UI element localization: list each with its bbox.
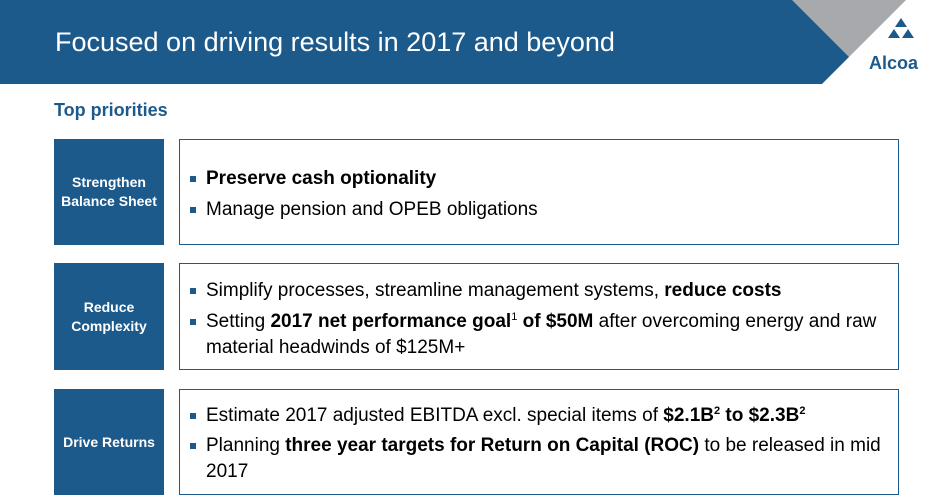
bullet-text: Estimate 2017 adjusted EBITDA excl. spec… (206, 403, 886, 429)
bullet-item: Planning three year targets for Return o… (190, 433, 881, 485)
text-run: Simplify processes, streamline managemen… (206, 280, 665, 301)
text-run: to be released in mid 2017 (206, 435, 881, 482)
priority-label-strengthen: Strengthen Balance Sheet (54, 139, 164, 245)
footnote-marker: 2 (799, 405, 806, 417)
bold-text: $2.1B (663, 405, 714, 426)
priority-label-drive: Drive Returns (54, 389, 164, 495)
bold-text: three year targets for Return on Capital… (285, 435, 700, 456)
text-run: after overcoming energy and raw material… (206, 311, 877, 358)
bullet-item: Setting 2017 net performance goal1 of $5… (190, 309, 881, 361)
bullet-item: Simplify processes, streamline managemen… (190, 278, 881, 304)
priority-content-drive: Estimate 2017 adjusted EBITDA excl. spec… (179, 389, 899, 495)
footnote-marker: 2 (713, 405, 721, 417)
priority-label-reduce: Reduce Complexity (54, 263, 164, 370)
priority-content-reduce: Simplify processes, streamline managemen… (179, 263, 899, 370)
bullet-text: Preserve cash optionality (206, 166, 886, 192)
bullet-item: Manage pension and OPEB obligations (190, 197, 881, 223)
logo-white-panel-fill (906, 0, 952, 84)
bullet-text: Setting 2017 net performance goal1 of $5… (206, 309, 886, 361)
page-title: Focused on driving results in 2017 and b… (55, 27, 615, 57)
text-run: Estimate 2017 adjusted EBITDA excl. spec… (206, 405, 664, 426)
logo-text: Alcoa (869, 53, 919, 73)
alcoa-logo-icon (888, 18, 914, 38)
bold-text: Preserve cash optionality (206, 168, 437, 189)
bullet-text: Planning three year targets for Return o… (206, 433, 886, 485)
footnote-marker: 1 (511, 311, 518, 323)
bullet-item: Estimate 2017 adjusted EBITDA excl. spec… (190, 403, 881, 429)
bold-text: 2017 net performance goal (270, 311, 512, 332)
logo-white-panel (822, 0, 906, 84)
text-run: Manage pension and OPEB obligations (206, 199, 538, 220)
priority-content-strengthen: Preserve cash optionality Manage pension… (179, 139, 899, 245)
text-run: Setting (206, 311, 271, 332)
bold-text: to $2.3B (720, 405, 800, 426)
bold-text: reduce costs (664, 280, 782, 301)
section-title: Top priorities (54, 100, 168, 120)
bullet-text: Simplify processes, streamline managemen… (206, 278, 886, 304)
text-run: Planning (206, 435, 286, 456)
bullet-item: Preserve cash optionality (190, 166, 881, 192)
bold-text: of $50M (517, 311, 594, 332)
bullet-text: Manage pension and OPEB obligations (206, 197, 886, 223)
